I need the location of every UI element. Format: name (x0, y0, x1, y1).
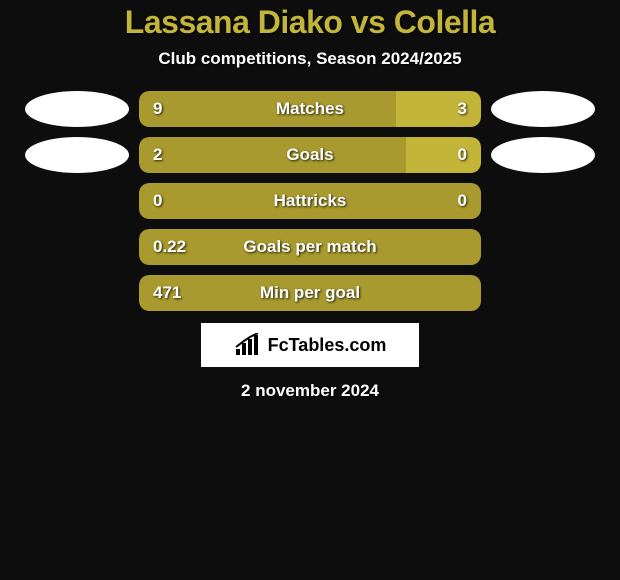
flag-left (25, 137, 129, 173)
value-right: 0 (458, 145, 467, 165)
segment-right (406, 137, 481, 173)
stat-bar: 471 Min per goal (139, 275, 481, 311)
flag-right (491, 137, 595, 173)
value-left: 9 (153, 99, 162, 119)
stat-bar: 2 0 Goals (139, 137, 481, 173)
flag-right (491, 91, 595, 127)
logo-box: FcTables.com (201, 323, 419, 367)
value-left: 2 (153, 145, 162, 165)
stat-row: 0.22 Goals per match (0, 229, 620, 265)
stat-bar: 9 3 Matches (139, 91, 481, 127)
value-left: 0 (153, 191, 162, 211)
value-left: 471 (153, 283, 181, 303)
value-left: 0.22 (153, 237, 186, 257)
stat-bar: 0 0 Hattricks (139, 183, 481, 219)
logo-text: FcTables.com (268, 335, 387, 356)
stat-row: 2 0 Goals (0, 137, 620, 173)
segment-right (396, 91, 482, 127)
metric-label: Min per goal (260, 283, 360, 303)
metric-label: Hattricks (274, 191, 347, 211)
stat-row: 0 0 Hattricks (0, 183, 620, 219)
stat-row: 471 Min per goal (0, 275, 620, 311)
stat-row: 9 3 Matches (0, 91, 620, 127)
metric-label: Goals (286, 145, 333, 165)
page-title: Lassana Diako vs Colella (0, 4, 620, 41)
stat-rows: 9 3 Matches 2 0 Goals 0 0 Hattricks 0.22 Goals per… (0, 91, 620, 311)
segment-left (139, 91, 396, 127)
comparison-infographic: Lassana Diako vs Colella Club competitio… (0, 0, 620, 401)
segment-left (139, 137, 406, 173)
value-right: 3 (458, 99, 467, 119)
subtitle: Club competitions, Season 2024/2025 (0, 49, 620, 69)
value-right: 0 (458, 191, 467, 211)
stat-bar: 0.22 Goals per match (139, 229, 481, 265)
date-label: 2 november 2024 (0, 381, 620, 401)
flag-left (25, 91, 129, 127)
metric-label: Goals per match (243, 237, 376, 257)
metric-label: Matches (276, 99, 344, 119)
chart-icon (234, 333, 262, 357)
